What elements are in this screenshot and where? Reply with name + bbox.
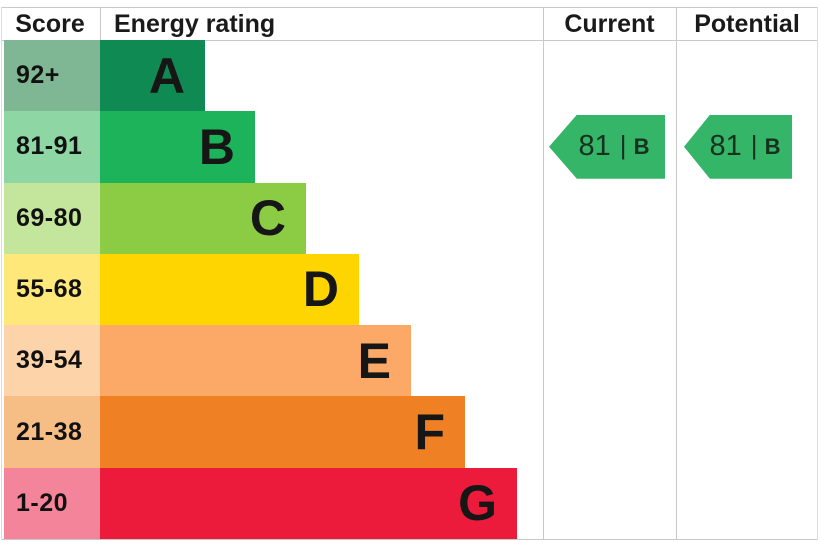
band-row-a: 92+ A (0, 40, 543, 112)
band-letter: G (458, 475, 497, 532)
band-bar-a: A (100, 40, 205, 112)
header-divider-line (1, 40, 818, 41)
band-bar-c: C (100, 182, 306, 254)
band-row-g: 1-20 G (0, 467, 543, 539)
band-score-range: 39-54 (4, 325, 100, 397)
band-bar-d: D (100, 253, 359, 326)
score-column-header: Score (15, 10, 85, 38)
band-row-d: 55-68 D (0, 253, 543, 326)
band-bar-e: E (100, 325, 411, 397)
potential-rating-arrow: 81 | B (684, 114, 792, 179)
band-score-range: 92+ (4, 40, 100, 112)
band-letter: C (249, 190, 286, 247)
current-column-header: Current (564, 10, 655, 38)
top-border-line (1, 7, 818, 8)
band-letter: E (357, 332, 391, 389)
arrow-separator: | (750, 130, 758, 161)
band-bar-f: F (100, 396, 465, 468)
potential-rating-value: 81 (709, 130, 742, 163)
band-score-range: 55-68 (4, 253, 100, 326)
band-rows: 92+ A 81-91 B 69-80 C 55-68 D 39-54 E 21… (0, 40, 543, 539)
band-bar-g: G (100, 467, 517, 539)
right-border-line (817, 7, 818, 540)
current-column-divider (543, 7, 544, 540)
band-bar-b: B (100, 111, 255, 183)
current-rating-value: 81 (578, 130, 611, 163)
band-score-range: 1-20 (4, 467, 100, 539)
arrow-separator: | (619, 130, 627, 161)
band-row-b: 81-91 B (0, 111, 543, 183)
current-rating-letter: B (633, 133, 650, 159)
band-row-c: 69-80 C (0, 182, 543, 254)
potential-rating-letter: B (764, 133, 781, 159)
energy-rating-column-header: Energy rating (114, 10, 276, 38)
potential-column-divider (676, 7, 677, 540)
bottom-border-line (1, 539, 818, 540)
band-letter: F (414, 404, 445, 461)
potential-column-header: Potential (694, 10, 800, 38)
band-letter: B (198, 118, 235, 175)
current-rating-arrow: 81 | B (549, 114, 665, 179)
band-score-range: 21-38 (4, 396, 100, 468)
band-letter: A (148, 47, 185, 104)
band-score-range: 81-91 (4, 111, 100, 183)
band-row-e: 39-54 E (0, 325, 543, 397)
band-row-f: 21-38 F (0, 396, 543, 468)
band-score-range: 69-80 (4, 182, 100, 254)
left-border-line (1, 7, 2, 540)
band-letter: D (302, 261, 339, 318)
